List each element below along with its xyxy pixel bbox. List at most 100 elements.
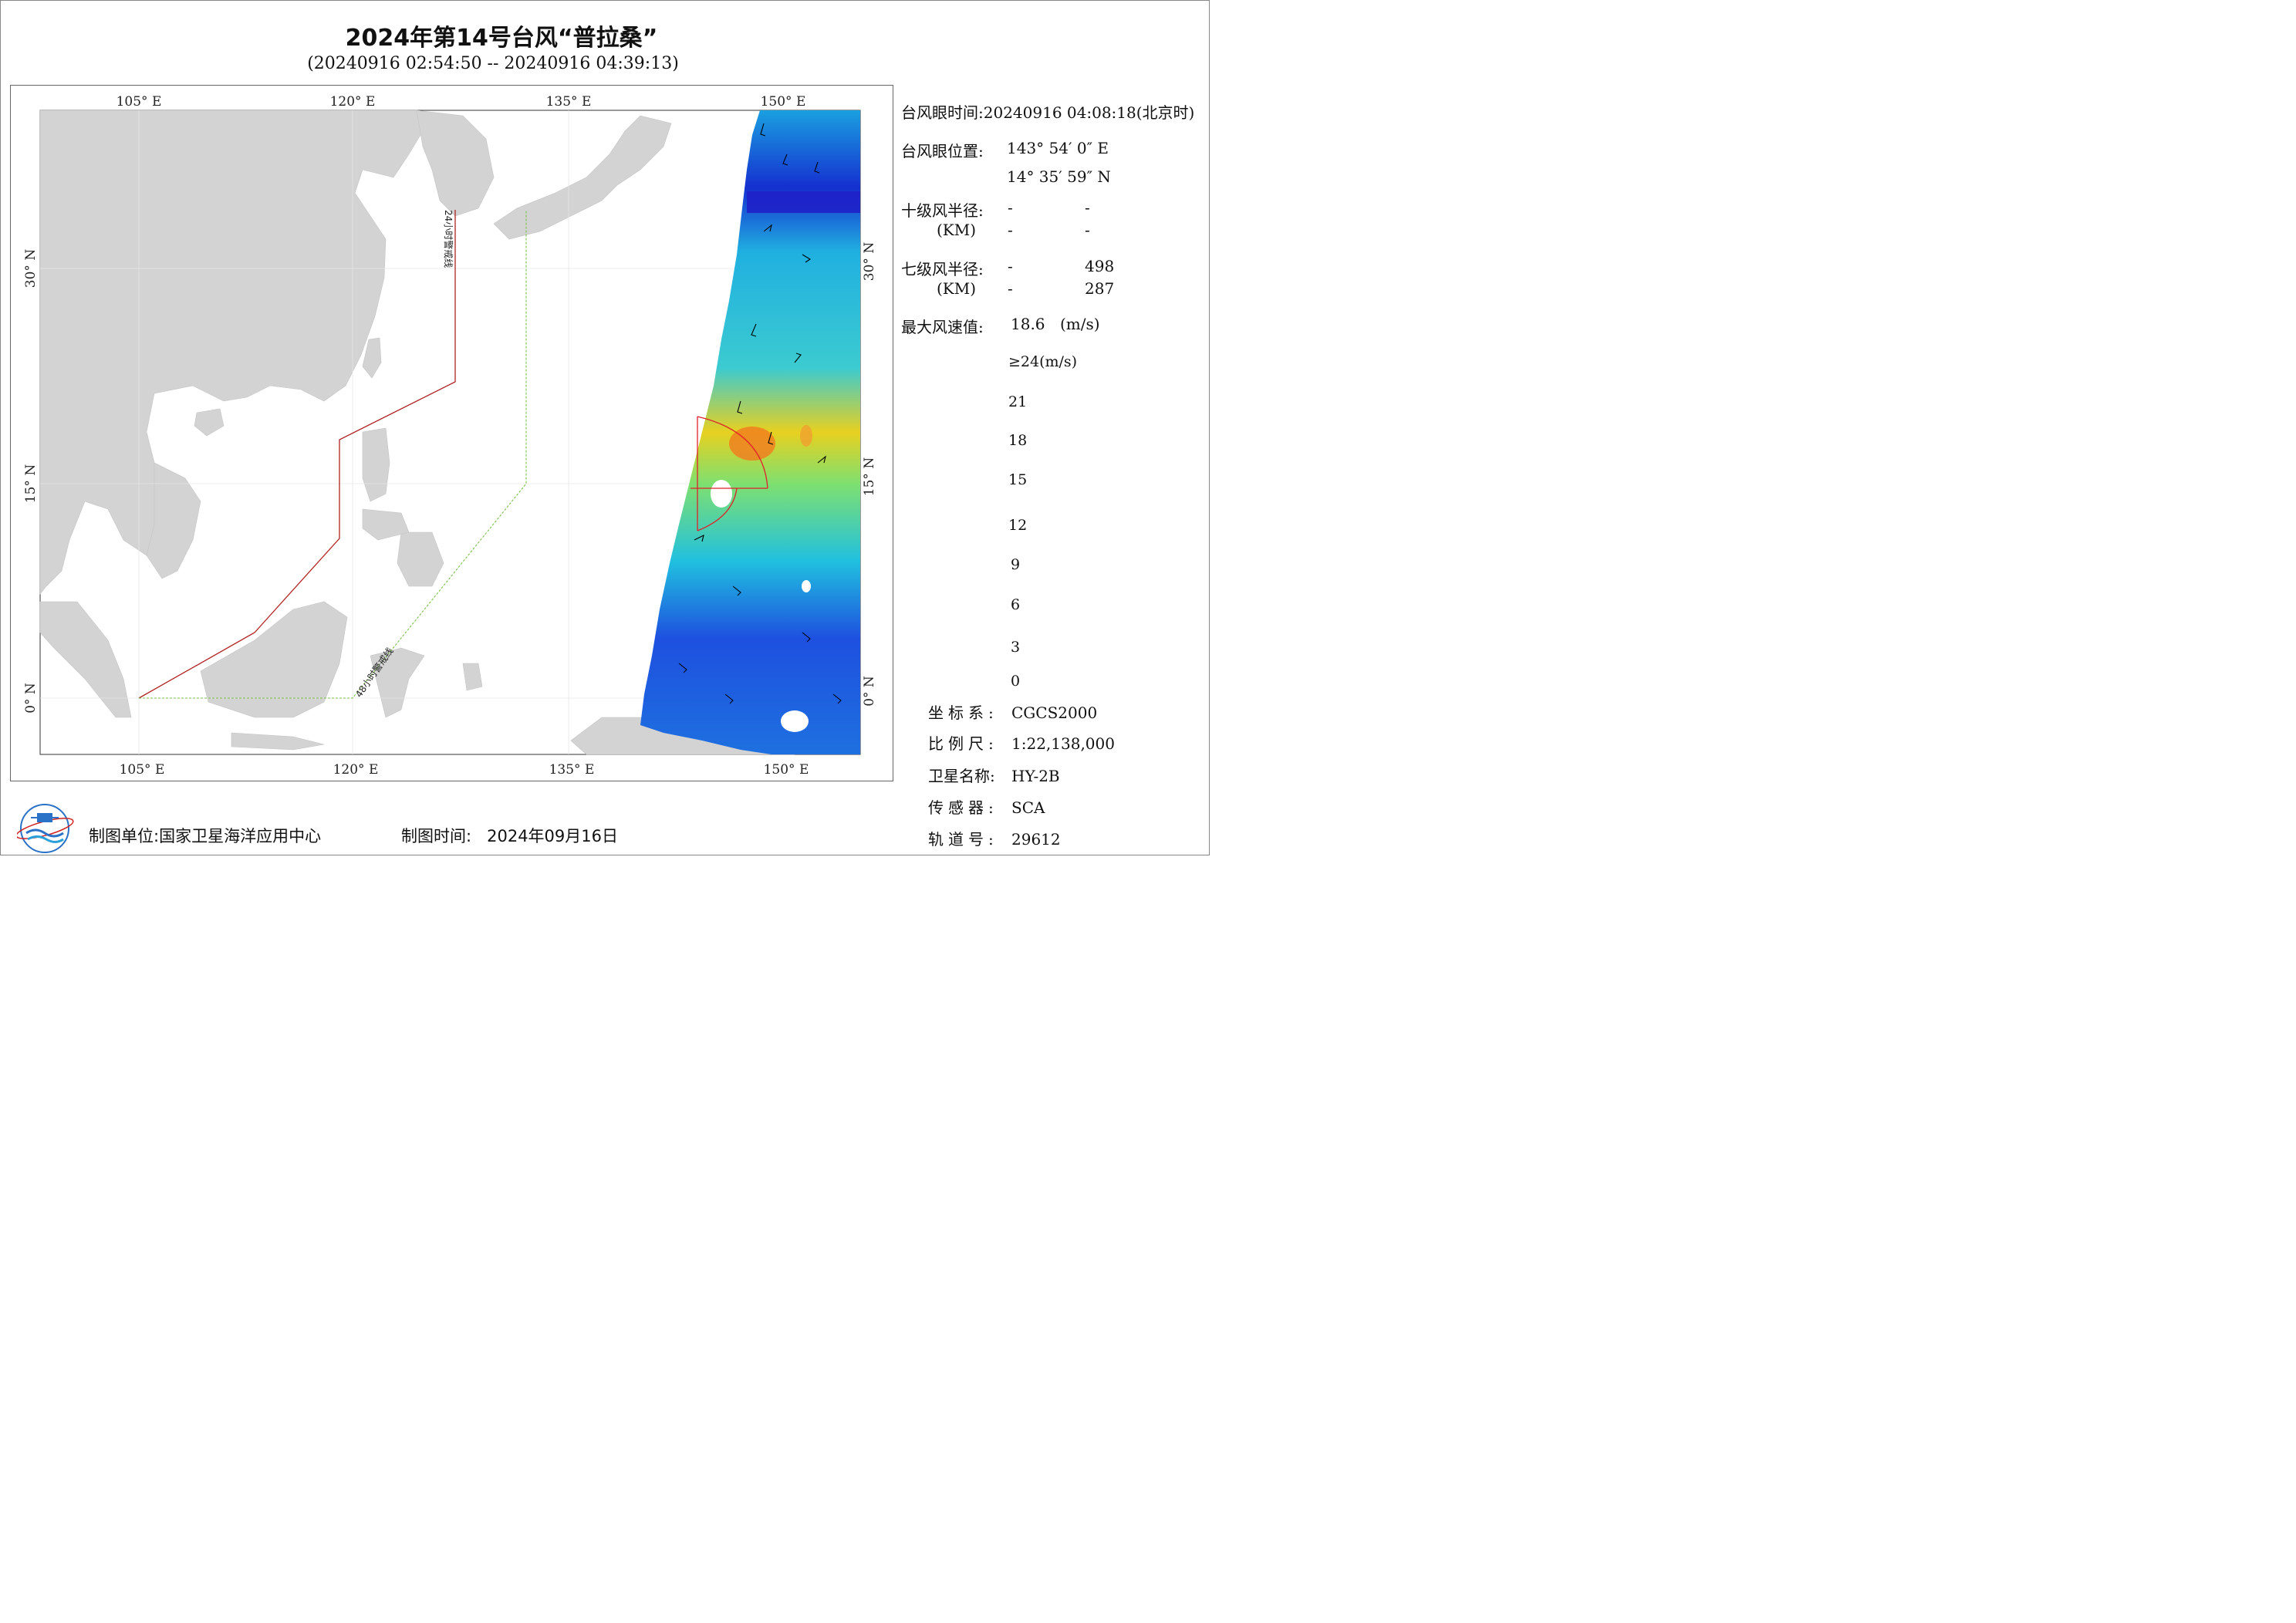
eye-quadrant-arc bbox=[697, 416, 768, 489]
r7-value: 287 bbox=[1085, 279, 1115, 298]
warning-line-48h bbox=[139, 210, 527, 699]
nsoas-logo-icon bbox=[17, 804, 74, 853]
r7-value: - bbox=[1008, 279, 1013, 298]
lat-tick-label: 15° N bbox=[23, 464, 39, 504]
land-layer bbox=[39, 110, 795, 755]
r10-value: - bbox=[1085, 198, 1090, 217]
wind-barb bbox=[832, 693, 842, 704]
sensor-value: SCA bbox=[1011, 798, 1045, 817]
producer-value: 国家卫星海洋应用中心 bbox=[159, 827, 322, 845]
scale-label: 比例尺: bbox=[928, 734, 998, 753]
colorbar-label: 21 bbox=[1008, 393, 1028, 410]
scale-value: 1:22,138,000 bbox=[1011, 734, 1115, 753]
wind-barb bbox=[802, 632, 811, 643]
r10-value: - bbox=[1008, 198, 1013, 217]
lat-tick-label: 0° N bbox=[862, 676, 877, 707]
lon-ticks-top: 105° E 120° E 135° E 150° E bbox=[116, 94, 806, 110]
producer-row: 制图单位:国家卫星海洋应用中心 bbox=[89, 824, 321, 847]
wind-barb bbox=[768, 431, 774, 445]
max-wind-label: 最大风速值: bbox=[901, 318, 984, 336]
producer-label: 制图单位: bbox=[89, 827, 160, 845]
warning-line-24h bbox=[138, 210, 456, 699]
eye-time-label: 台风眼时间: bbox=[901, 103, 984, 122]
colorbar-label: 3 bbox=[1011, 639, 1021, 656]
eye-time-row: 台风眼时间:20240916 04:08:18(北京时) bbox=[901, 100, 1194, 123]
eye-lat-value: 14° 35′ 59″ N bbox=[1007, 167, 1111, 186]
eye-pos-row: 台风眼位置: 143° 54′ 0″ E bbox=[901, 139, 1109, 161]
scale-row: 比例尺: 1:22,138,000 bbox=[928, 731, 1115, 754]
r10-value: - bbox=[1008, 221, 1013, 239]
map-subtitle: (20240916 02:54:50 -- 20240916 04:39:13) bbox=[307, 54, 679, 73]
lon-tick-label: 120° E bbox=[333, 762, 379, 778]
land-borneo bbox=[200, 601, 348, 718]
wind-barb bbox=[694, 534, 704, 542]
satellite-value: HY-2B bbox=[1011, 767, 1060, 785]
colorbar-label: 6 bbox=[1011, 596, 1021, 613]
lon-ticks-bottom: 105° E 120° E 135° E 150° E bbox=[120, 762, 809, 778]
land-korea bbox=[416, 110, 495, 217]
crs-row: 坐标系: CGCS2000 bbox=[928, 700, 1097, 723]
eye-pos-label: 台风眼位置: bbox=[901, 142, 984, 160]
wind-barb bbox=[751, 323, 757, 337]
colorbar-label: 9 bbox=[1011, 556, 1021, 573]
land-sulawesi bbox=[370, 647, 425, 718]
r7-unit: (KM) bbox=[937, 279, 977, 298]
r10-label: 十级风半径: bbox=[901, 201, 984, 220]
map-frame bbox=[10, 85, 893, 781]
land-hainan bbox=[194, 408, 225, 437]
wind-barb bbox=[760, 123, 766, 137]
swath-gap-3 bbox=[781, 710, 809, 732]
r7-row: 七级风半径: - 498 bbox=[901, 257, 1114, 279]
colorbar-label: 15 bbox=[1008, 471, 1028, 488]
lon-tick-label: 135° E bbox=[546, 94, 592, 110]
crs-label: 坐标系: bbox=[928, 704, 998, 722]
date-value: 2024年09月16日 bbox=[487, 827, 618, 845]
lon-tick-label: 135° E bbox=[549, 762, 595, 778]
max-wind-unit: (m/s) bbox=[1060, 315, 1100, 333]
land-luzon bbox=[362, 427, 390, 502]
lat-tick-label: 0° N bbox=[23, 683, 39, 714]
lon-tick-label: 150° E bbox=[761, 94, 806, 110]
wind-barb bbox=[794, 353, 802, 363]
land-moluccas bbox=[462, 663, 483, 691]
lat-tick-label: 30° N bbox=[862, 242, 877, 282]
swath-gap-1 bbox=[711, 480, 732, 508]
wind-barb bbox=[678, 663, 687, 673]
r10-value: - bbox=[1085, 221, 1090, 239]
date-label: 制图时间: bbox=[401, 827, 472, 845]
land-visayas bbox=[362, 508, 410, 541]
lon-tick-label: 105° E bbox=[116, 94, 162, 110]
page-frame bbox=[0, 0, 1210, 855]
crs-value: CGCS2000 bbox=[1011, 704, 1098, 722]
r7-label: 七级风半径: bbox=[901, 260, 984, 278]
max-wind-value: 18.6 bbox=[1011, 315, 1045, 333]
lon-tick-label: 105° E bbox=[120, 762, 165, 778]
eye-time-value: 20240916 04:08:18(北京时) bbox=[983, 103, 1195, 122]
wind-barb bbox=[817, 455, 826, 464]
date-row: 制图时间: 2024年09月16日 bbox=[401, 824, 618, 847]
eye-lon-value: 143° 54′ 0″ E bbox=[1007, 139, 1109, 157]
r10-row: 十级风半径: - - bbox=[901, 198, 1090, 221]
colorbar-label: 0 bbox=[1011, 673, 1021, 690]
eye-quadrant-arc-2 bbox=[697, 488, 738, 531]
wind-barbs bbox=[678, 123, 842, 704]
colorbar-top-label: ≥24(m/s) bbox=[1008, 353, 1078, 370]
lat-tick-label: 15° N bbox=[862, 457, 877, 497]
swath-gap-2 bbox=[802, 580, 811, 592]
max-wind-row: 最大风速值: 18.6 (m/s) bbox=[901, 315, 1100, 337]
r7-value: 498 bbox=[1085, 257, 1115, 275]
typhoon-eye-marker bbox=[690, 416, 768, 531]
wind-barb bbox=[737, 400, 743, 414]
land-taiwan bbox=[362, 337, 382, 379]
satellite-label: 卫星名称: bbox=[928, 767, 995, 785]
map-canvas: 24小时警戒线 48小时警戒线 105° E 120° E 135° E 150… bbox=[23, 94, 877, 778]
orbit-label: 轨道号: bbox=[928, 830, 998, 849]
land-indochina bbox=[146, 462, 201, 579]
colorbar-label: 12 bbox=[1008, 517, 1028, 534]
lat-tick-label: 30° N bbox=[23, 249, 39, 288]
satellite-row: 卫星名称: HY-2B bbox=[928, 764, 1060, 786]
lat-ticks-right: 30° N 15° N 0° N bbox=[862, 242, 877, 707]
sensor-row: 传感器: SCA bbox=[928, 795, 1045, 818]
orbit-value: 29612 bbox=[1011, 830, 1061, 849]
map-title: 2024年第14号台风“普拉桑” bbox=[345, 25, 658, 52]
